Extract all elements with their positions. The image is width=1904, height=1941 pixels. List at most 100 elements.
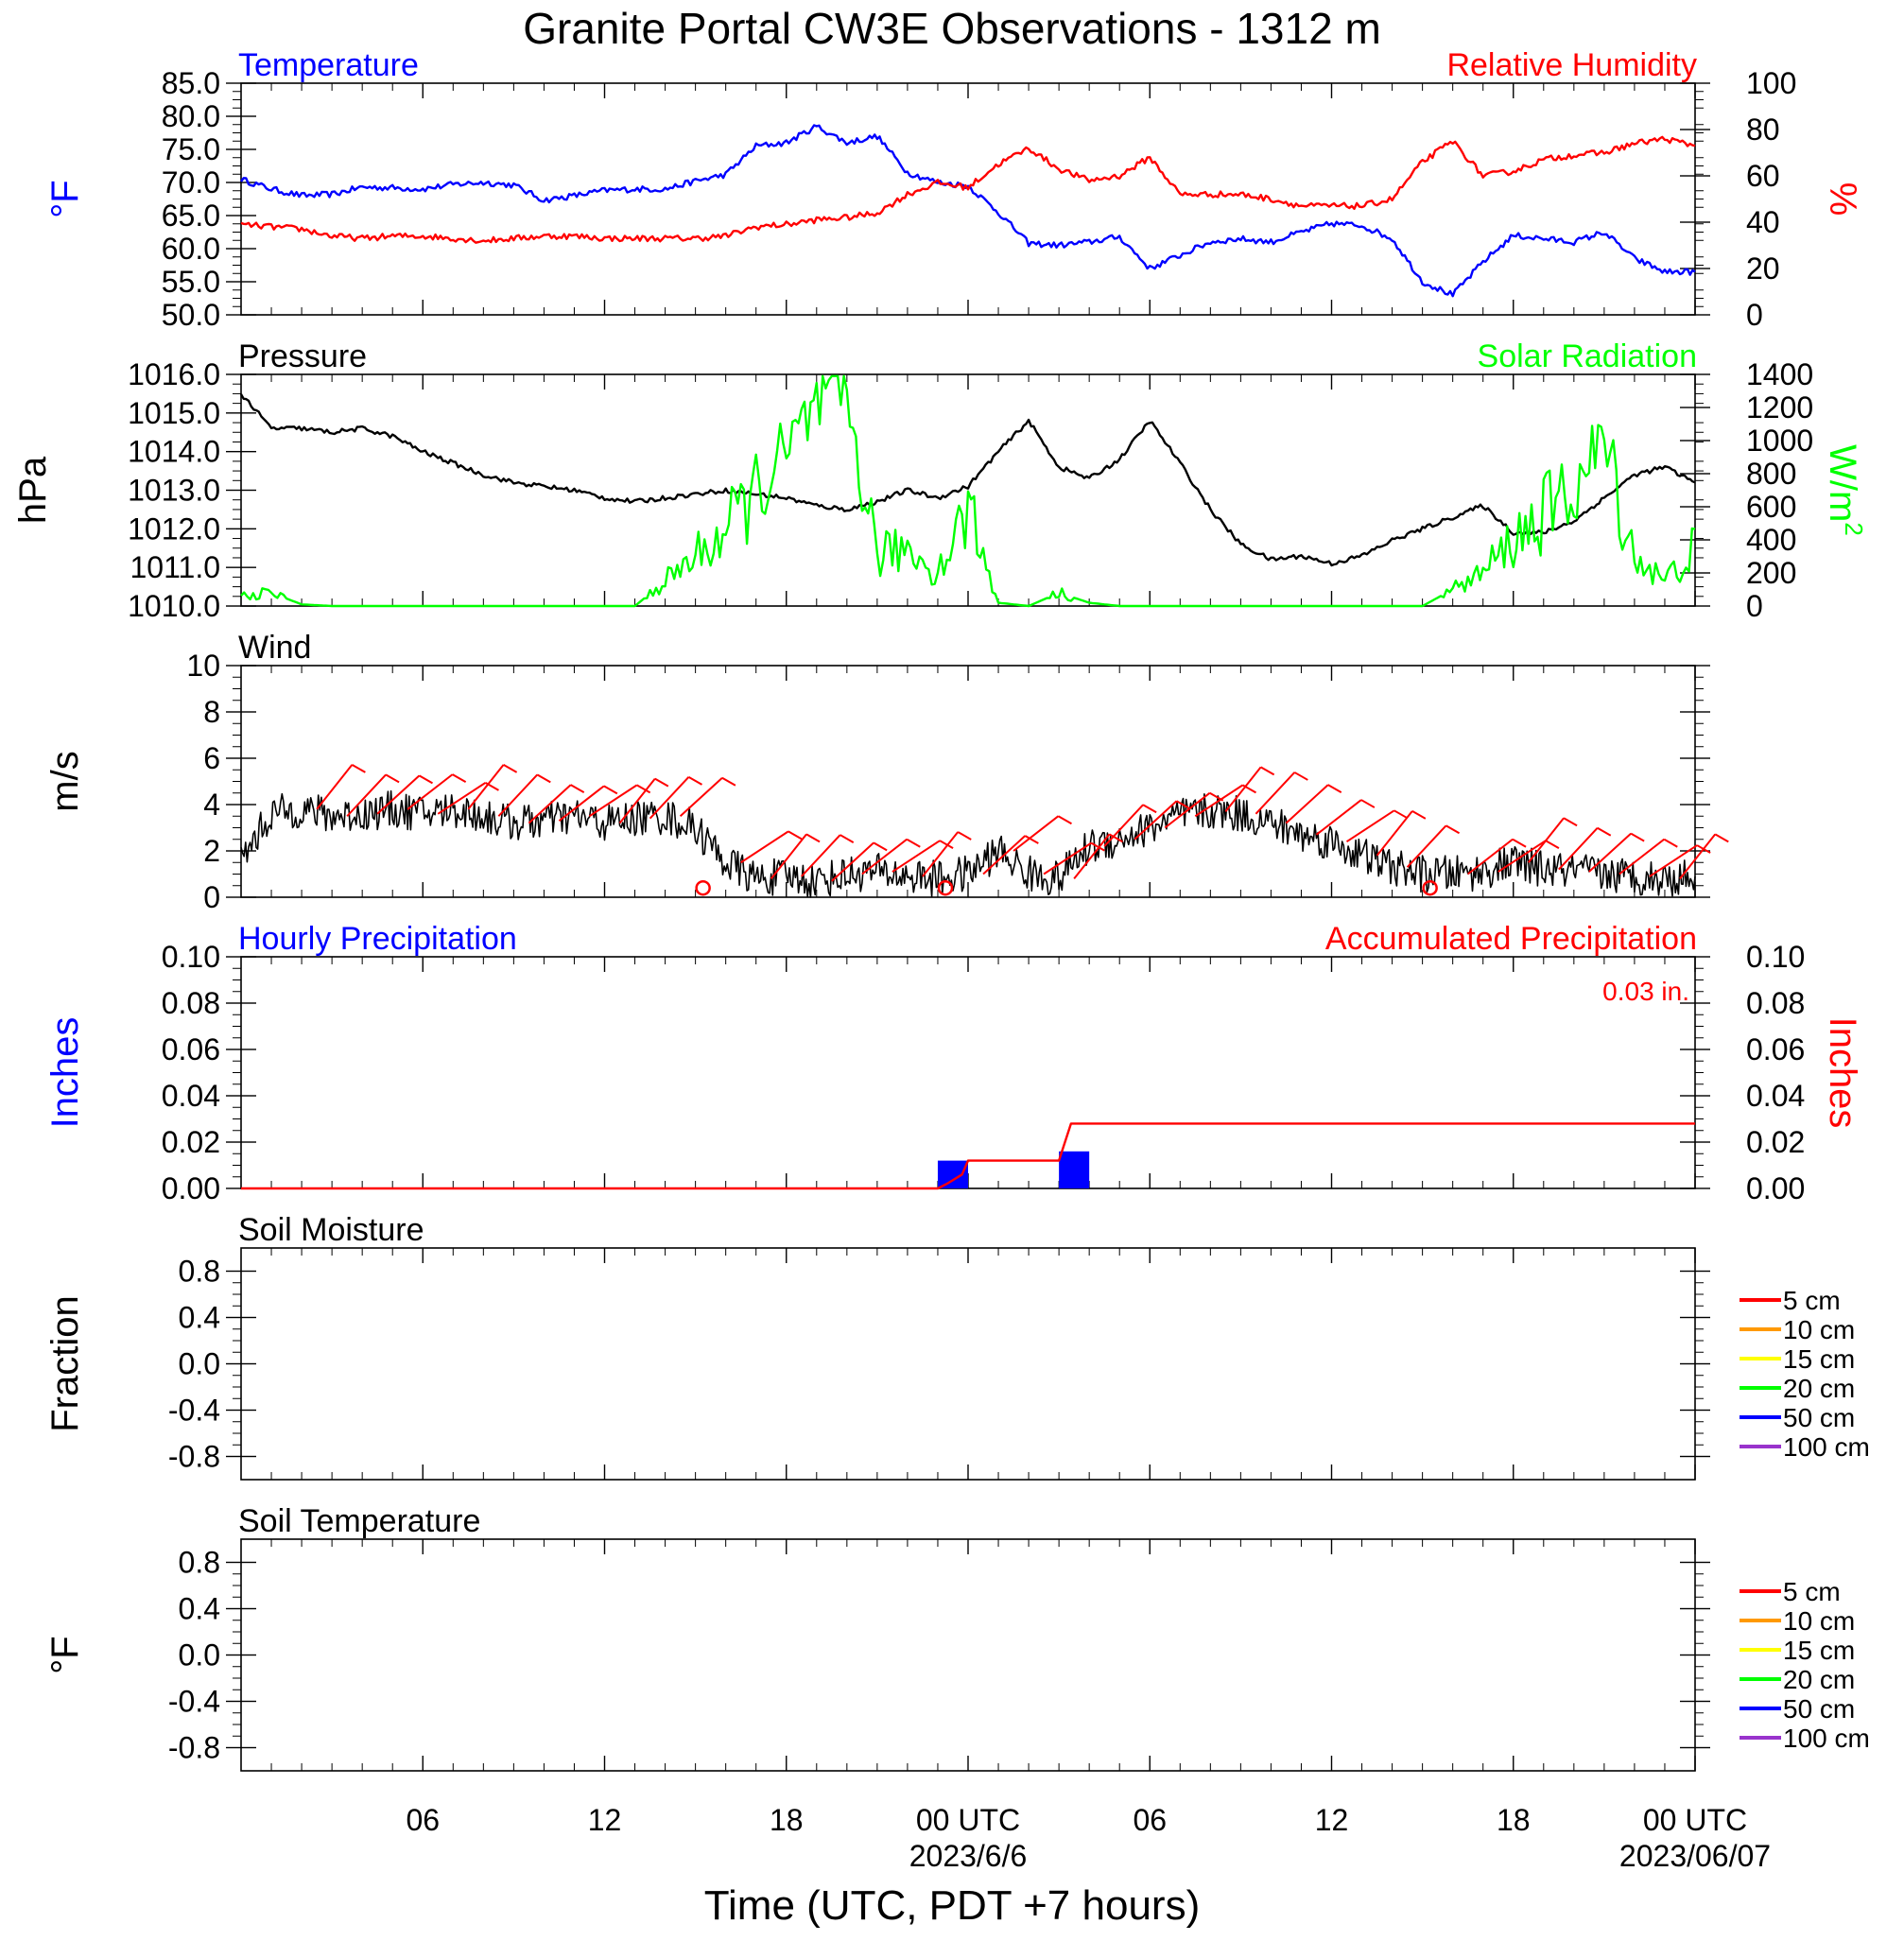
panel-title-right: Accumulated Precipitation [1325,921,1697,957]
wind-barb [346,773,387,817]
y-tick-label: 0.0 [179,1638,220,1672]
panel-title-left: Soil Temperature [238,1503,480,1539]
y-right-tick-label: 0.00 [1746,1171,1805,1205]
panel-5: -0.8 -0.4 0.0 0.4 0.8 Soil Moisture Fraction 5 … [44,1212,1870,1481]
y-tick-label: 85.0 [162,66,220,100]
wind-barb [407,773,454,810]
legend-label: 100 cm [1783,1432,1870,1462]
panel-frame [240,1538,1696,1772]
y-tick-label: -0.8 [168,1440,220,1474]
legend-label: 5 cm [1783,1577,1841,1606]
wind-barb-flag [603,785,618,795]
wind-barb-flag [1176,800,1191,810]
y-tick-label: 0 [203,880,220,914]
y-axis-title-right: % [1822,182,1863,217]
panel-3: 0 2 4 6 8 10 Wind m/s [44,630,1729,914]
legend-label: 20 cm [1783,1665,1855,1694]
panel-frame [240,1247,1696,1481]
wind-barb [588,784,638,818]
wind-barb-flag [1090,841,1105,852]
panel-4: 0.00 0.02 0.04 0.06 0.08 0.10 0.00 0.02 0.04 0.06… [44,921,1863,1205]
y-right-tick-label: 600 [1746,490,1796,524]
panels: 50.055.060.065.070.075.080.085.002040608… [12,47,1870,1772]
y-tick-label: -0.4 [168,1685,220,1719]
wind-barb [1618,838,1665,875]
date-label: 2023/06/07 [1619,1839,1771,1873]
wind-barb [1043,841,1092,875]
y-tick-label: 0.4 [179,1592,220,1626]
wind-barb [1285,784,1329,824]
legend-label: 10 cm [1783,1315,1855,1344]
y-tick-label: 0.00 [162,1171,220,1205]
wind-barb-flag [1327,784,1342,794]
wind-barb [1013,815,1060,852]
wind-barb [1073,833,1111,880]
hourly-precip-bar [937,1160,968,1188]
y-axis-title-left: hPa [12,456,54,524]
wind-barb-flag [1024,835,1039,844]
wind-barb [558,785,605,822]
wind-barb-flag [452,773,467,783]
wind-barb [1345,809,1395,843]
wind-barb-flag [636,784,651,794]
wind-barb [1376,810,1413,857]
wind-barb-flag [503,764,518,773]
panel-frame [240,82,1696,316]
panel-title-left: Soil Moisture [238,1212,424,1248]
wind-barb-flag [570,784,585,794]
wind-barb [437,782,487,815]
wind-barb-flag [906,838,921,848]
y-axis-title-left: Inches [44,1017,86,1129]
y-right-tick-label: 80 [1746,113,1780,147]
y-tick-label: 80.0 [162,99,220,133]
legend-label: 100 cm [1783,1724,1870,1753]
wind-barb [1194,784,1244,818]
time-tick-label: 18 [770,1803,804,1837]
wind-barb-flag [1597,826,1612,837]
y-tick-label: 6 [203,741,220,775]
wind-barb-flag [1630,832,1645,842]
wind-barb [1103,804,1144,847]
y-axis-title-left: Fraction [44,1295,86,1432]
y-axis-title-left: m/s [44,751,86,811]
wind-barb-flag [1360,799,1376,808]
y-tick-label: 65.0 [162,199,220,233]
y-tick-label: 1016.0 [128,357,220,391]
time-tick-label: 06 [1133,1803,1167,1837]
wind-barb [618,777,656,824]
y-tick-label: 70.0 [162,165,220,199]
wind-barb [1406,824,1447,868]
y-right-tick-label: 1400 [1746,357,1813,391]
y-tick-label: 1010.0 [128,589,220,623]
y-tick-label: 10 [186,649,220,683]
y-right-tick-label: 40 [1746,205,1780,239]
wind-barb-flag [1663,838,1678,848]
y-right-tick-label: 0.02 [1746,1125,1805,1159]
y-tick-label: 75.0 [162,132,220,166]
legend-label: 50 cm [1783,1694,1855,1724]
wind-barb-flag [536,773,551,784]
y-tick-label: 0.0 [179,1347,220,1381]
wind-barb-flag [1714,833,1729,843]
wind-barb [801,834,841,877]
y-right-tick-label: 20 [1746,251,1780,286]
y-right-tick-label: 800 [1746,457,1796,491]
wind-barb [679,777,723,817]
legend-label: 10 cm [1783,1606,1855,1636]
y-tick-label: 4 [203,788,220,822]
time-tick-label: 12 [588,1803,622,1837]
y-tick-label: 0.06 [162,1032,220,1066]
y-tick-label: 1012.0 [128,511,220,546]
wind-barb-flag [957,831,972,841]
time-tick-label: 00 UTC [1643,1803,1747,1837]
y-right-tick-label: 0 [1746,298,1763,332]
wind-barb-flag [805,833,821,843]
wind-barb-flag [418,774,433,785]
time-tick-label: 06 [406,1803,440,1837]
wind-barb-flag [1142,804,1157,814]
wind-barb [497,773,539,817]
wind-barb [1164,791,1211,829]
